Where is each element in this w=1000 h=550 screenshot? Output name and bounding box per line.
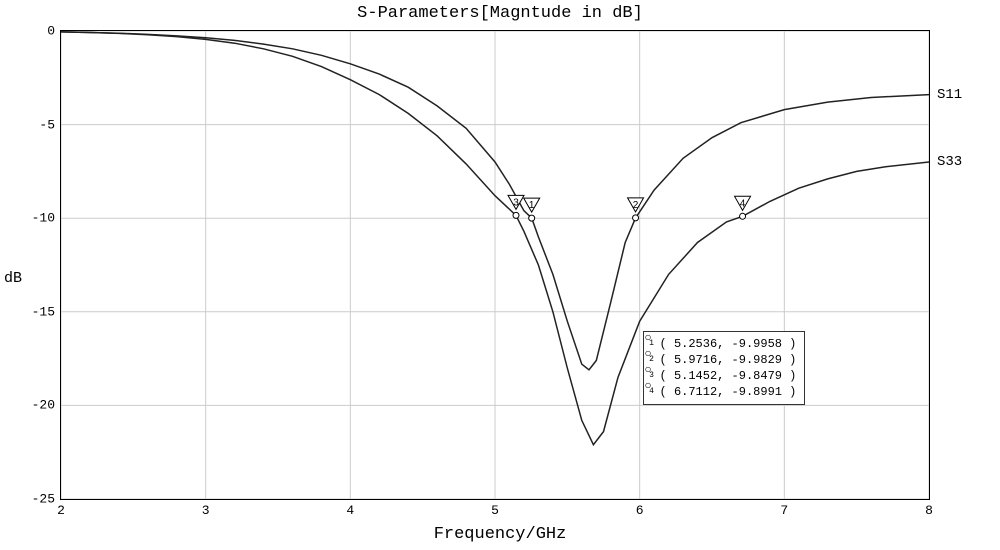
marker-legend-box: 1( 5.2536, -9.9958 )2( 5.9716, -9.9829 )… xyxy=(643,331,806,406)
svg-text:2: 2 xyxy=(633,200,639,211)
x-tick-label: 2 xyxy=(57,503,65,518)
y-tick-label: -20 xyxy=(15,398,55,413)
marker-legend-row: 4( 6.7112, -9.8991 ) xyxy=(660,384,797,400)
y-tick-label: 0 xyxy=(15,24,55,39)
y-tick-label: -10 xyxy=(15,211,55,226)
x-tick-label: 3 xyxy=(202,503,210,518)
series-label-s11: S11 xyxy=(937,87,962,103)
y-tick-label: -5 xyxy=(15,117,55,132)
x-tick-label: 5 xyxy=(491,503,499,518)
y-tick-label: -25 xyxy=(15,492,55,507)
marker-legend-row: 2( 5.9716, -9.9829 ) xyxy=(660,352,797,368)
y-tick-label: -15 xyxy=(15,304,55,319)
marker-legend-row: 3( 5.1452, -9.8479 ) xyxy=(660,368,797,384)
x-tick-label: 7 xyxy=(780,503,788,518)
svg-text:4: 4 xyxy=(740,198,746,209)
series-label-s33: S33 xyxy=(937,154,962,170)
x-tick-label: 8 xyxy=(925,503,933,518)
svg-text:3: 3 xyxy=(513,197,519,208)
y-axis-label: dB xyxy=(4,270,22,287)
plot-area: 1 2 3 4 1( 5.2536, -9.9958 )2( 5.9716, -9.9… xyxy=(60,30,930,500)
svg-text:1: 1 xyxy=(529,200,535,211)
marker-legend-row: 1( 5.2536, -9.9958 ) xyxy=(660,336,797,352)
plot-svg: 1 2 3 4 xyxy=(61,31,929,499)
chart-title: S-Parameters[Magntude in dB] xyxy=(0,4,1000,23)
x-tick-label: 4 xyxy=(346,503,354,518)
x-axis-label: Frequency/GHz xyxy=(0,525,1000,544)
x-tick-label: 6 xyxy=(636,503,644,518)
